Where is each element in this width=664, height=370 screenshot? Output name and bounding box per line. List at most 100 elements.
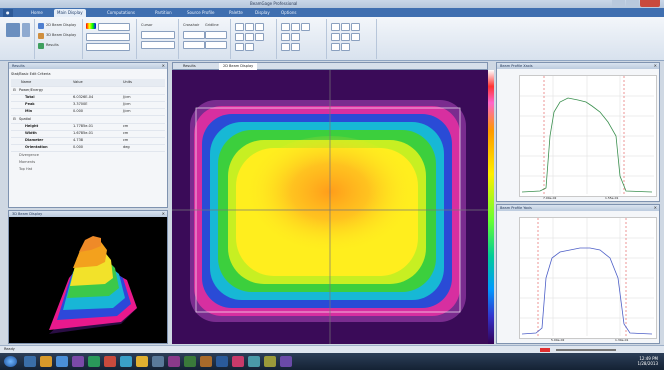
profile-y-plot[interactable] [519, 217, 657, 339]
app-icon-1[interactable] [72, 356, 84, 367]
tool-button-6[interactable] [255, 33, 264, 41]
crosshair-width-field[interactable] [205, 41, 227, 49]
tool-button-1[interactable] [235, 23, 244, 31]
view-item-results[interactable]: Results [46, 43, 59, 47]
app-icon-6[interactable] [152, 356, 164, 367]
results-icon[interactable] [38, 43, 44, 49]
app-icon-7[interactable] [168, 356, 180, 367]
app-icon-5[interactable] [136, 356, 148, 367]
tool-button-13[interactable] [291, 33, 300, 41]
app-icon-9[interactable] [200, 356, 212, 367]
close-icon[interactable]: ✕ [161, 63, 165, 68]
profile-y-tick-1: 5.00e-02 [551, 338, 565, 342]
app-icon-12[interactable] [248, 356, 260, 367]
tool-button-5[interactable] [245, 33, 254, 41]
view-item-2d[interactable]: 2D Beam Display [46, 23, 77, 27]
tool-button-8[interactable] [245, 43, 254, 51]
crosshair-x-field[interactable] [183, 31, 205, 39]
app-icon-8[interactable] [184, 356, 196, 367]
tab-display[interactable]: Display [255, 10, 270, 15]
results-panel-title: Results [12, 64, 25, 68]
zoom-slider[interactable] [556, 349, 616, 351]
explorer-icon[interactable] [24, 356, 36, 367]
tool-button-16[interactable] [331, 23, 340, 31]
close-icon[interactable]: ✕ [653, 63, 657, 68]
folder-icon[interactable] [40, 356, 52, 367]
3d-display-icon[interactable] [38, 33, 44, 39]
app-icon-11[interactable] [232, 356, 244, 367]
tool-button-3[interactable] [255, 23, 264, 31]
section-top-hat[interactable]: Top Hat [19, 167, 33, 171]
record-indicator[interactable] [540, 348, 550, 352]
section-moments[interactable]: Moments [19, 160, 36, 164]
gridline-option[interactable]: Gridline [205, 23, 219, 27]
cursor-y-field[interactable] [141, 41, 175, 49]
app-icon-3[interactable] [104, 356, 116, 367]
2d-beam-display[interactable] [172, 70, 488, 344]
crosshair-angle-field[interactable] [183, 41, 205, 49]
tool-button-21[interactable] [351, 33, 360, 41]
tab-main-display[interactable]: Main Display [54, 9, 86, 17]
layout-icon[interactable] [6, 23, 20, 37]
start-button-icon[interactable] [4, 356, 17, 367]
results-toolbar[interactable]: Stat/Basic Edit Criteria [11, 72, 51, 76]
tab-results[interactable]: Results [183, 64, 196, 68]
tool-button-9[interactable] [281, 23, 290, 31]
app-icon-4[interactable] [120, 356, 132, 367]
tool-button-14[interactable] [281, 43, 290, 51]
tool-button-18[interactable] [351, 23, 360, 31]
palette-select[interactable] [98, 23, 130, 31]
close-icon[interactable]: ✕ [161, 211, 165, 216]
3d-beam-render[interactable] [9, 218, 167, 344]
browser-icon[interactable] [56, 356, 68, 367]
maximize-button[interactable] [626, 0, 639, 7]
profile-x-plot[interactable] [519, 75, 657, 197]
app-menu-button[interactable]: ● [3, 9, 13, 17]
window-icon[interactable] [22, 23, 30, 37]
tool-button-12[interactable] [281, 33, 290, 41]
tool-button-19[interactable] [331, 33, 340, 41]
tool-button-22[interactable] [331, 43, 340, 51]
aperture-select[interactable] [86, 43, 130, 51]
cursor-x-field[interactable] [141, 31, 175, 39]
section-divergence[interactable]: Divergence [19, 153, 39, 157]
tool-button-7[interactable] [235, 43, 244, 51]
minimize-button[interactable] [612, 0, 625, 7]
column-units[interactable]: Units [123, 80, 132, 84]
tool-button-11[interactable] [301, 23, 310, 31]
tab-home[interactable]: Home [31, 10, 43, 15]
app-icon-14[interactable] [280, 356, 292, 367]
section-power-energy[interactable]: ⊟ Power/Energy [11, 87, 165, 95]
tool-button-2[interactable] [245, 23, 254, 31]
close-icon[interactable]: ✕ [653, 205, 657, 210]
tool-button-10[interactable] [291, 23, 300, 31]
crosshair-y-field[interactable] [205, 31, 227, 39]
column-name[interactable]: Name [21, 80, 32, 84]
palette-icon[interactable] [86, 23, 96, 29]
tool-button-15[interactable] [291, 43, 300, 51]
tool-button-4[interactable] [235, 33, 244, 41]
taskbar-clock[interactable]: 12:49 PM 1/28/2013 [637, 356, 658, 366]
tool-button-23[interactable] [341, 43, 350, 51]
tab-options[interactable]: Options [281, 10, 297, 15]
table-row: Total 6.0326E-04 J/cm [11, 94, 165, 102]
tab-computations[interactable]: Computations [107, 10, 135, 15]
tab-2d-beam-display[interactable]: 2D Beam Display [219, 63, 258, 70]
crosshair-option[interactable]: Crosshair [183, 23, 200, 27]
tab-palette[interactable]: Palette [229, 10, 243, 15]
cursor-option[interactable]: Cursor [141, 23, 153, 27]
zoom-select[interactable] [86, 33, 130, 41]
tab-source-profile[interactable]: Source Profile [187, 10, 215, 15]
app-icon-13[interactable] [264, 356, 276, 367]
2d-display-icon[interactable] [38, 23, 44, 29]
section-spatial[interactable]: ⊟ Spatial [11, 116, 165, 124]
view-item-3d[interactable]: 3D Beam Display [46, 33, 77, 37]
app-icon-2[interactable] [88, 356, 100, 367]
column-value[interactable]: Value [73, 80, 83, 84]
profile-x-tick-2: 1.55e-01 [605, 196, 619, 200]
tab-partition[interactable]: Partition [155, 10, 172, 15]
tool-button-20[interactable] [341, 33, 350, 41]
tool-button-17[interactable] [341, 23, 350, 31]
app-icon-10[interactable] [216, 356, 228, 367]
close-button[interactable] [640, 0, 660, 7]
